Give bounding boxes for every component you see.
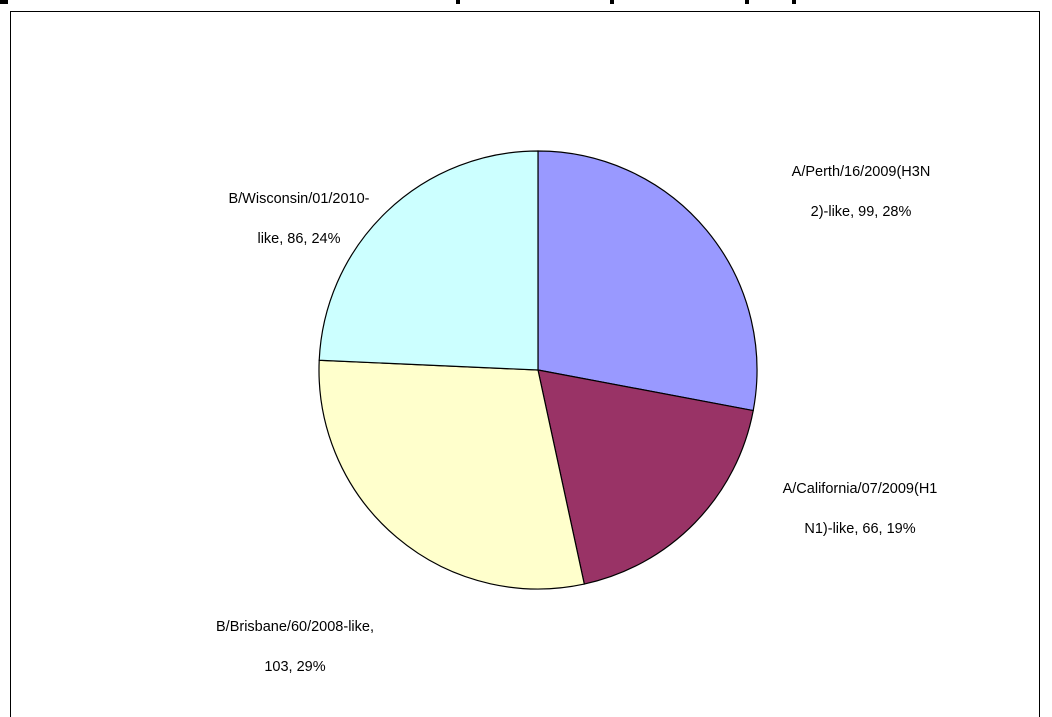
slice-a-perth bbox=[537, 150, 758, 412]
slice-label-b-wisconsin: B/Wisconsin/01/2010- like, 86, 24% bbox=[169, 169, 429, 249]
slice-label-line1: A/California/07/2009(H1 bbox=[782, 481, 938, 497]
cropped-caption-marks bbox=[0, 0, 796, 4]
slice-label-a-perth: A/Perth/16/2009(H3N 2)-like, 99, 28% bbox=[731, 142, 991, 222]
cropped-caption-mark bbox=[610, 0, 614, 4]
slice-label-line2: 2)-like, 99, 28% bbox=[810, 204, 912, 220]
cropped-caption-mark bbox=[745, 0, 749, 4]
cropped-caption-mark bbox=[0, 0, 8, 4]
cropped-caption-mark bbox=[456, 0, 460, 4]
slice-label-line1: B/Wisconsin/01/2010- bbox=[228, 191, 370, 207]
slice-label-line1: A/Perth/16/2009(H3N bbox=[791, 164, 931, 180]
cropped-caption-mark bbox=[792, 0, 796, 4]
cropped-caption-strip bbox=[0, 0, 1052, 14]
slice-label-b-brisbane: B/Brisbane/60/2008-like, 103, 29% bbox=[165, 597, 425, 677]
slice-label-line2: N1)-like, 66, 19% bbox=[804, 521, 916, 537]
slice-label-line2: like, 86, 24% bbox=[257, 231, 341, 247]
chart-area: A/Perth/16/2009(H3N 2)-like, 99, 28% A/C… bbox=[10, 11, 1040, 717]
slice-a-california bbox=[537, 369, 754, 585]
pie-chart bbox=[318, 150, 758, 590]
slice-b-brisbane bbox=[318, 359, 586, 590]
slice-label-line1: B/Brisbane/60/2008-like, bbox=[216, 619, 374, 635]
slice-label-a-california: A/California/07/2009(H1 N1)-like, 66, 19… bbox=[730, 459, 990, 539]
slice-b-wisconsin bbox=[318, 150, 539, 371]
slice-label-line2: 103, 29% bbox=[264, 659, 326, 675]
